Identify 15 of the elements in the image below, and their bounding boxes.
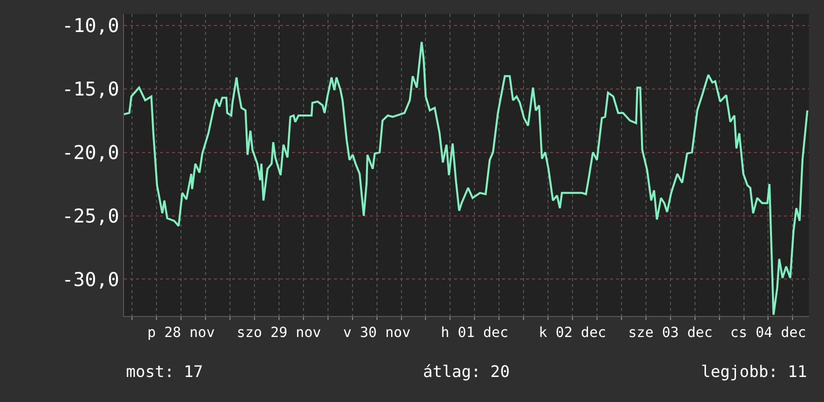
x-tick-label: cs 04 dec bbox=[730, 324, 806, 341]
text: legjobb: 11 bbox=[701, 362, 807, 381]
y-tick-label: -15,0 bbox=[62, 78, 120, 101]
y-tick-label: -25,0 bbox=[62, 205, 120, 228]
x-tick-label: v 30 nov bbox=[343, 324, 411, 341]
y-tick-label: -20,0 bbox=[62, 142, 120, 164]
x-tick-label: h 01 dec bbox=[440, 324, 508, 341]
x-tick-label: szo 29 nov bbox=[236, 324, 322, 341]
x-tick-label: k 02 dec bbox=[538, 324, 606, 341]
y-tick-label: -10,0 bbox=[62, 15, 120, 38]
y-tick-label: -30,0 bbox=[62, 268, 120, 291]
x-tick-label: sze 03 dec bbox=[628, 324, 713, 341]
x-tick-label: p 28 nov bbox=[147, 324, 215, 341]
text: most: 17 bbox=[126, 362, 204, 381]
text: átlag: 20 bbox=[423, 362, 510, 381]
